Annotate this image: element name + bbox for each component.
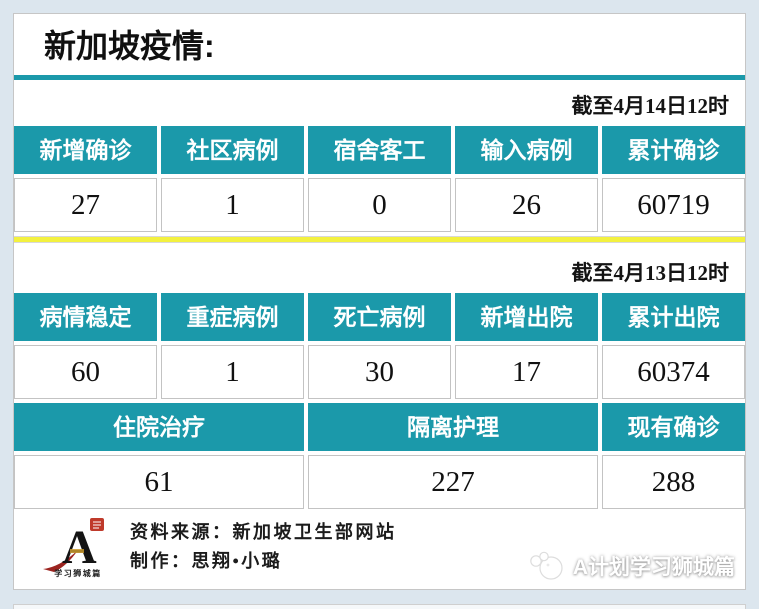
footer: A 学习狮城篇 资料来源：新加坡卫生部网站 制作：思翔•小璐 xyxy=(40,515,745,579)
table2-header-cell: 死亡病例 xyxy=(308,293,451,341)
watermark-text: A计划学习狮城篇 xyxy=(572,556,735,579)
table2-header-cell: 病情稳定 xyxy=(14,293,157,341)
table3-value-cell: 288 xyxy=(602,455,745,509)
table2-header-cell: 新增出院 xyxy=(455,293,598,341)
logo-caption: 学习狮城篇 xyxy=(54,568,102,578)
logo-stamp-marks xyxy=(93,521,101,529)
table2-value-row: 60 1 30 17 60374 xyxy=(14,345,745,399)
table1-header-cell: 宿舍客工 xyxy=(308,126,451,174)
logo-gold-band xyxy=(70,549,84,553)
infographic-card: 新加坡疫情: 截至4月14日12时 新增确诊 社区病例 宿舍客工 输入病例 累计… xyxy=(13,13,746,590)
table1-value-row: 27 1 0 26 60719 xyxy=(14,178,745,232)
yellow-divider xyxy=(14,236,745,243)
table3-header-cell: 住院治疗 xyxy=(14,403,304,451)
watermark: A计划学习狮城篇 xyxy=(528,551,735,581)
table2-value-cell: 1 xyxy=(161,345,304,399)
table1-header-cell: 累计确诊 xyxy=(602,126,745,174)
as-of-date-1: 截至4月14日12时 xyxy=(571,94,730,118)
table1-value-cell: 27 xyxy=(14,178,157,232)
table1-header-cell: 新增确诊 xyxy=(14,126,157,174)
table3-value-row: 61 227 288 xyxy=(14,455,745,509)
table1-value-cell: 26 xyxy=(455,178,598,232)
next-card-edge xyxy=(13,604,746,609)
table2-header-cell: 累计出院 xyxy=(602,293,745,341)
logo-red-swoosh xyxy=(43,550,78,572)
page-title: 新加坡疫情: xyxy=(44,28,215,64)
credits-block: 资料来源：新加坡卫生部网站 制作：思翔•小璐 xyxy=(130,518,397,576)
title-underline xyxy=(14,75,745,80)
maker-line: 制作：思翔•小璐 xyxy=(130,551,283,571)
source-line: 资料来源：新加坡卫生部网站 xyxy=(130,522,397,542)
table1-header-row: 新增确诊 社区病例 宿舍客工 输入病例 累计确诊 xyxy=(14,126,745,174)
table1-value-cell: 60719 xyxy=(602,178,745,232)
table1-header-cell: 社区病例 xyxy=(161,126,304,174)
table3-header-cell: 隔离护理 xyxy=(308,403,598,451)
table2-value-cell: 30 xyxy=(308,345,451,399)
table2-value-cell: 60374 xyxy=(602,345,745,399)
as-of-date-2: 截至4月13日12时 xyxy=(571,261,730,285)
table2-header-row: 病情稳定 重症病例 死亡病例 新增出院 累计出院 xyxy=(14,293,745,341)
kuaishou-camera-icon xyxy=(530,551,563,580)
table2-header-cell: 重症病例 xyxy=(161,293,304,341)
table3-value-cell: 61 xyxy=(14,455,304,509)
table3-value-cell: 227 xyxy=(308,455,598,509)
maker-logo: A 学习狮城篇 xyxy=(43,518,104,578)
table2-value-cell: 17 xyxy=(455,345,598,399)
table2-value-cell: 60 xyxy=(14,345,157,399)
table1-value-cell: 0 xyxy=(308,178,451,232)
table3-header-cell: 现有确诊 xyxy=(602,403,745,451)
table1-value-cell: 1 xyxy=(161,178,304,232)
table3-header-row: 住院治疗 隔离护理 现有确诊 xyxy=(14,403,745,451)
table1-header-cell: 输入病例 xyxy=(455,126,598,174)
